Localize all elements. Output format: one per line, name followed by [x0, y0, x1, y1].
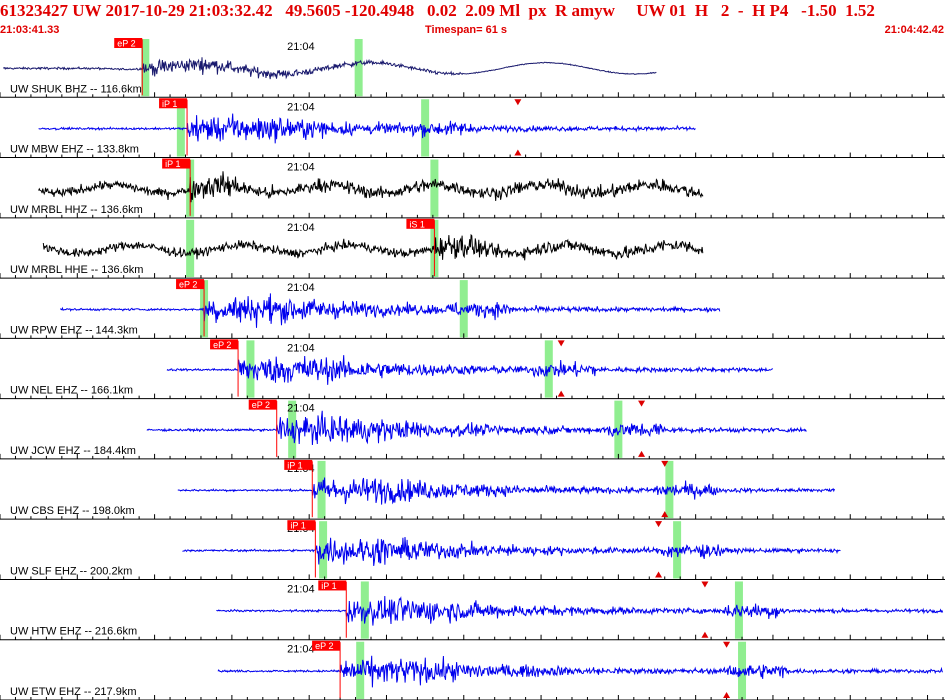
- phase-pick-label: eP 2: [213, 340, 231, 350]
- theoretical-arrival-window: [738, 641, 747, 699]
- phase-pick-label: eP 2: [252, 400, 270, 410]
- phase-pick-label: eP 2: [117, 39, 135, 49]
- arrival-marker-down: [701, 581, 709, 588]
- theoretical-arrival-window: [459, 280, 468, 338]
- minute-tick-label: 21:04: [287, 403, 315, 415]
- phase-pick-flag: [287, 520, 316, 531]
- window-end-time: 21:04:42.42: [884, 24, 944, 36]
- station-label: UW SHUK BHZ -- 116.6km: [10, 83, 142, 95]
- arrival-marker-up: [655, 571, 663, 578]
- phase-pick-label: iS 1: [409, 219, 425, 229]
- phase-pick-label: eP 2: [179, 280, 197, 290]
- waveform: [42, 233, 704, 261]
- waveform: [166, 355, 774, 385]
- waveform: [217, 655, 943, 688]
- waveform: [38, 113, 696, 144]
- arrival-marker-up: [557, 390, 565, 397]
- event-header: 61323427 UW 2017-10-29 21:03:32.42 49.56…: [0, 0, 945, 37]
- minute-tick-label: 21:04: [287, 101, 315, 113]
- phase-pick-label: eP 2: [315, 641, 333, 651]
- phase-pick-label: iP 1: [290, 521, 305, 531]
- window-start-time: 21:03:41.33: [0, 24, 60, 36]
- minute-tick-label: 21:04: [287, 41, 315, 53]
- minute-tick-label: 21:04: [287, 282, 315, 294]
- minute-tick-label: 21:04: [287, 644, 315, 656]
- minute-tick-label: 21:04: [287, 162, 315, 174]
- station-label: UW MRBL HHZ -- 136.6km: [10, 204, 143, 216]
- theoretical-arrival-window: [614, 400, 623, 458]
- event-summary: 61323427 UW 2017-10-29 21:03:32.42 49.56…: [0, 1, 875, 20]
- arrival-marker-up: [701, 631, 709, 638]
- station-label: UW CBS EHZ -- 198.0km: [10, 505, 135, 517]
- station-label: UW MRBL HHE -- 136.6km: [10, 264, 143, 276]
- waveform: [59, 293, 721, 328]
- timespan-label: Timespan= 61 s: [425, 24, 508, 36]
- waveform: [216, 595, 944, 626]
- phase-pick-flag: [159, 98, 188, 109]
- phase-pick-label: iP 1: [287, 460, 302, 470]
- theoretical-arrival-window: [186, 219, 195, 278]
- arrival-marker-down: [557, 340, 565, 347]
- arrival-marker-down: [661, 460, 669, 467]
- waveform: [146, 410, 807, 446]
- station-label: UW HTW EHZ -- 216.6km: [10, 626, 137, 638]
- phase-pick-label: iP 1: [321, 581, 336, 591]
- phase-pick-flag: [210, 339, 239, 350]
- phase-pick-flag: [312, 640, 341, 651]
- waveform: [38, 171, 704, 203]
- arrival-marker-down: [655, 521, 663, 528]
- phase-pick-flag: [176, 279, 205, 290]
- phase-pick-flag: [284, 459, 313, 470]
- phase-pick-flag: [318, 580, 347, 591]
- station-label: UW JCW EHZ -- 184.4km: [10, 445, 136, 457]
- phase-pick-flag: [162, 158, 191, 169]
- waveform: [2, 57, 657, 80]
- phase-pick-flag: [114, 38, 143, 48]
- phase-pick-flag: [406, 218, 435, 229]
- phase-pick-label: iP 1: [165, 159, 180, 169]
- phase-pick-flag: [248, 399, 277, 410]
- arrival-marker-up: [638, 450, 646, 457]
- station-label: UW NEL EHZ -- 166.1km: [10, 385, 133, 397]
- theoretical-arrival-window: [354, 39, 363, 97]
- arrival-marker-down: [723, 641, 731, 648]
- theoretical-arrival-window: [319, 521, 328, 579]
- station-label: UW MBW EHZ -- 133.8km: [10, 144, 139, 156]
- minute-tick-label: 21:04: [287, 583, 315, 595]
- waveform: [177, 477, 835, 505]
- station-label: UW RPW EHZ -- 144.3km: [10, 324, 138, 336]
- station-label: UW ETW EHZ -- 217.9km: [10, 686, 137, 698]
- arrival-marker-down: [514, 99, 522, 106]
- theoretical-arrival-window: [430, 159, 439, 217]
- arrival-marker-up: [723, 692, 731, 698]
- phase-pick-label: iP 1: [162, 99, 177, 109]
- arrival-marker-up: [661, 511, 669, 518]
- theoretical-arrival-window: [176, 99, 185, 157]
- station-label: UW SLF EHZ -- 200.2km: [10, 565, 132, 577]
- minute-tick-label: 21:04: [287, 342, 315, 354]
- waveform: [182, 536, 841, 566]
- arrival-marker-up: [514, 149, 522, 156]
- arrival-marker-down: [638, 400, 646, 407]
- theoretical-arrival-window: [360, 581, 369, 639]
- minute-tick-label: 21:04: [287, 222, 315, 234]
